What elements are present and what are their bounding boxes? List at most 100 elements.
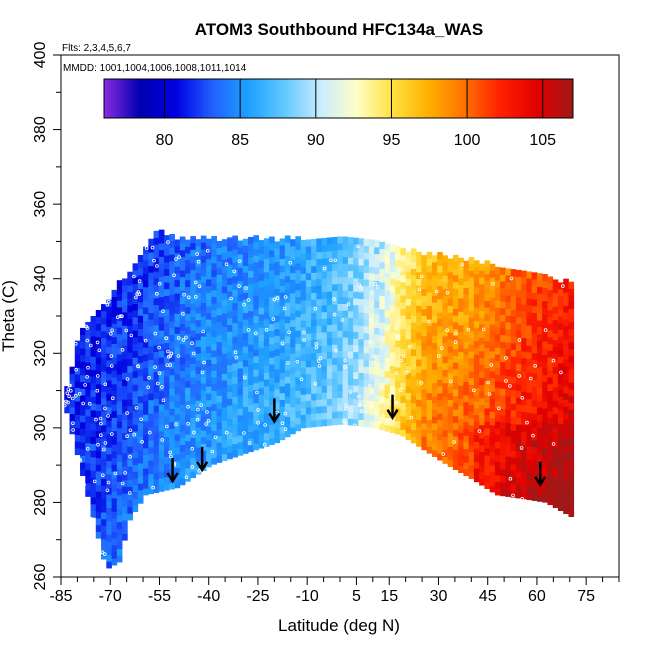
heatmap-cell-732 [179, 397, 186, 405]
heatmap-cell-592 [158, 323, 165, 331]
heatmap-cell-2934 [552, 494, 559, 502]
heatmap-cell-667 [169, 334, 175, 342]
heatmap-cell-1467 [295, 236, 302, 244]
heatmap-cell-1460 [295, 283, 302, 291]
heatmap-cell-1375 [279, 265, 286, 273]
heatmap-cell-2338 [458, 398, 464, 406]
heatmap-cell-1185 [248, 297, 254, 305]
heatmap-cell-1063 [227, 250, 233, 258]
heatmap-cell-1374 [279, 272, 286, 280]
colorbar-segment-97 [428, 79, 433, 118]
sample-point-25 [275, 410, 280, 415]
heatmap-cell-941 [211, 403, 217, 411]
heatmap-cell-2081 [410, 268, 417, 276]
heatmap-cell-2819 [531, 346, 538, 354]
heatmap-cell-2597 [500, 462, 506, 470]
heatmap-cell-30 [74, 340, 81, 348]
sample-point-20 [97, 348, 102, 353]
heatmap-cell-1164 [248, 438, 254, 446]
heatmap-cell-2187 [431, 355, 438, 364]
heatmap-cell-1655 [332, 290, 338, 298]
heatmap-cell-782 [185, 306, 191, 314]
heatmap-cell-2135 [421, 302, 428, 310]
heatmap-cell-2632 [505, 456, 512, 464]
heatmap-cell-2132 [421, 322, 428, 330]
heatmap-cell-517 [148, 312, 154, 320]
heatmap-cell-2485 [479, 297, 485, 305]
heatmap-cell-2347 [458, 338, 464, 346]
heatmap-cell-1509 [305, 333, 312, 341]
heatmap-cell-80 [90, 503, 97, 512]
heatmap-cell-2454 [473, 280, 480, 288]
heatmap-cell-343 [127, 513, 133, 521]
heatmap-cell-2985 [557, 383, 564, 391]
heatmap-cell-361 [127, 392, 133, 400]
heatmap-cell-2463 [479, 444, 485, 453]
heatmap-cell-190 [106, 500, 112, 509]
heatmap-cell-548 [153, 358, 160, 366]
heatmap-cell-972 [216, 422, 223, 430]
heatmap-cell-340 [122, 291, 128, 299]
heatmap-cell-247 [111, 383, 118, 391]
heatmap-cell-1895 [379, 376, 386, 384]
colorbar-segment-82 [378, 79, 383, 118]
sample-point-244 [295, 359, 300, 364]
heatmap-cell-1529 [311, 386, 317, 394]
heatmap-cell-486 [143, 273, 149, 281]
heatmap-cell-425 [137, 442, 144, 451]
heatmap-cell-2280 [447, 359, 454, 367]
heatmap-cell-1817 [363, 332, 370, 340]
y-tick-label-1: 280 [32, 489, 49, 516]
heatmap-cell-1302 [269, 350, 275, 358]
colorbar-segment-39 [234, 79, 239, 118]
heatmap-cell-1268 [263, 372, 270, 380]
heatmap-cell-2371 [463, 395, 470, 403]
heatmap-cell-2376 [463, 361, 470, 369]
heatmap-cell-1872 [374, 340, 380, 349]
heatmap-cell-981 [216, 361, 223, 369]
heatmap-cell-2644 [505, 375, 512, 383]
sample-point-245 [147, 375, 151, 380]
heatmap-cell-1709 [342, 303, 349, 311]
heatmap-cell-736 [179, 370, 186, 378]
heatmap-cell-1694 [342, 404, 349, 412]
heatmap-cell-1847 [368, 320, 375, 328]
heatmap-cell-889 [200, 296, 207, 304]
heatmap-cell-263 [116, 548, 123, 556]
heatmap-cell-2596 [500, 468, 506, 477]
sample-point-179 [453, 340, 458, 344]
heatmap-cell-108 [90, 316, 97, 324]
heatmap-cell-1753 [353, 385, 359, 393]
heatmap-cell-235 [111, 464, 118, 472]
heatmap-cell-654 [169, 421, 175, 429]
heatmap-cell-466 [143, 407, 149, 415]
heatmap-cell-943 [211, 390, 217, 398]
heatmap-cell-297 [116, 320, 123, 328]
heatmap-cell-758 [185, 467, 191, 475]
heatmap-cell-493 [148, 473, 154, 481]
heatmap-cell-2200 [431, 268, 438, 276]
heatmap-cell-1646 [332, 351, 338, 359]
heatmap-cell-156 [101, 465, 107, 473]
sample-point-211 [160, 438, 165, 442]
heatmap-cell-1079 [232, 363, 238, 371]
heatmap-cell-927 [206, 272, 212, 280]
heatmap-cell-124 [95, 430, 102, 438]
heatmap-cell-617 [164, 416, 170, 424]
heatmap-cell-2412 [468, 337, 475, 345]
sample-point-279 [243, 375, 247, 380]
heatmap-cell-560 [153, 277, 160, 285]
heatmap-cell-2020 [400, 295, 407, 303]
heatmap-cell-219 [106, 306, 112, 314]
heatmap-cell-690 [174, 434, 181, 442]
heatmap-cell-514 [148, 332, 154, 340]
heatmap-cell-1690 [337, 243, 344, 251]
heatmap-cell-352 [127, 452, 133, 461]
heatmap-cell-2737 [521, 438, 527, 446]
heatmap-cell-2419 [468, 290, 475, 298]
heatmap-cell-2938 [552, 467, 559, 475]
sample-point-201 [206, 418, 211, 423]
heatmap-cell-673 [169, 294, 175, 302]
heatmap-cell-2031 [405, 412, 412, 420]
heatmap-cell-432 [137, 395, 144, 404]
